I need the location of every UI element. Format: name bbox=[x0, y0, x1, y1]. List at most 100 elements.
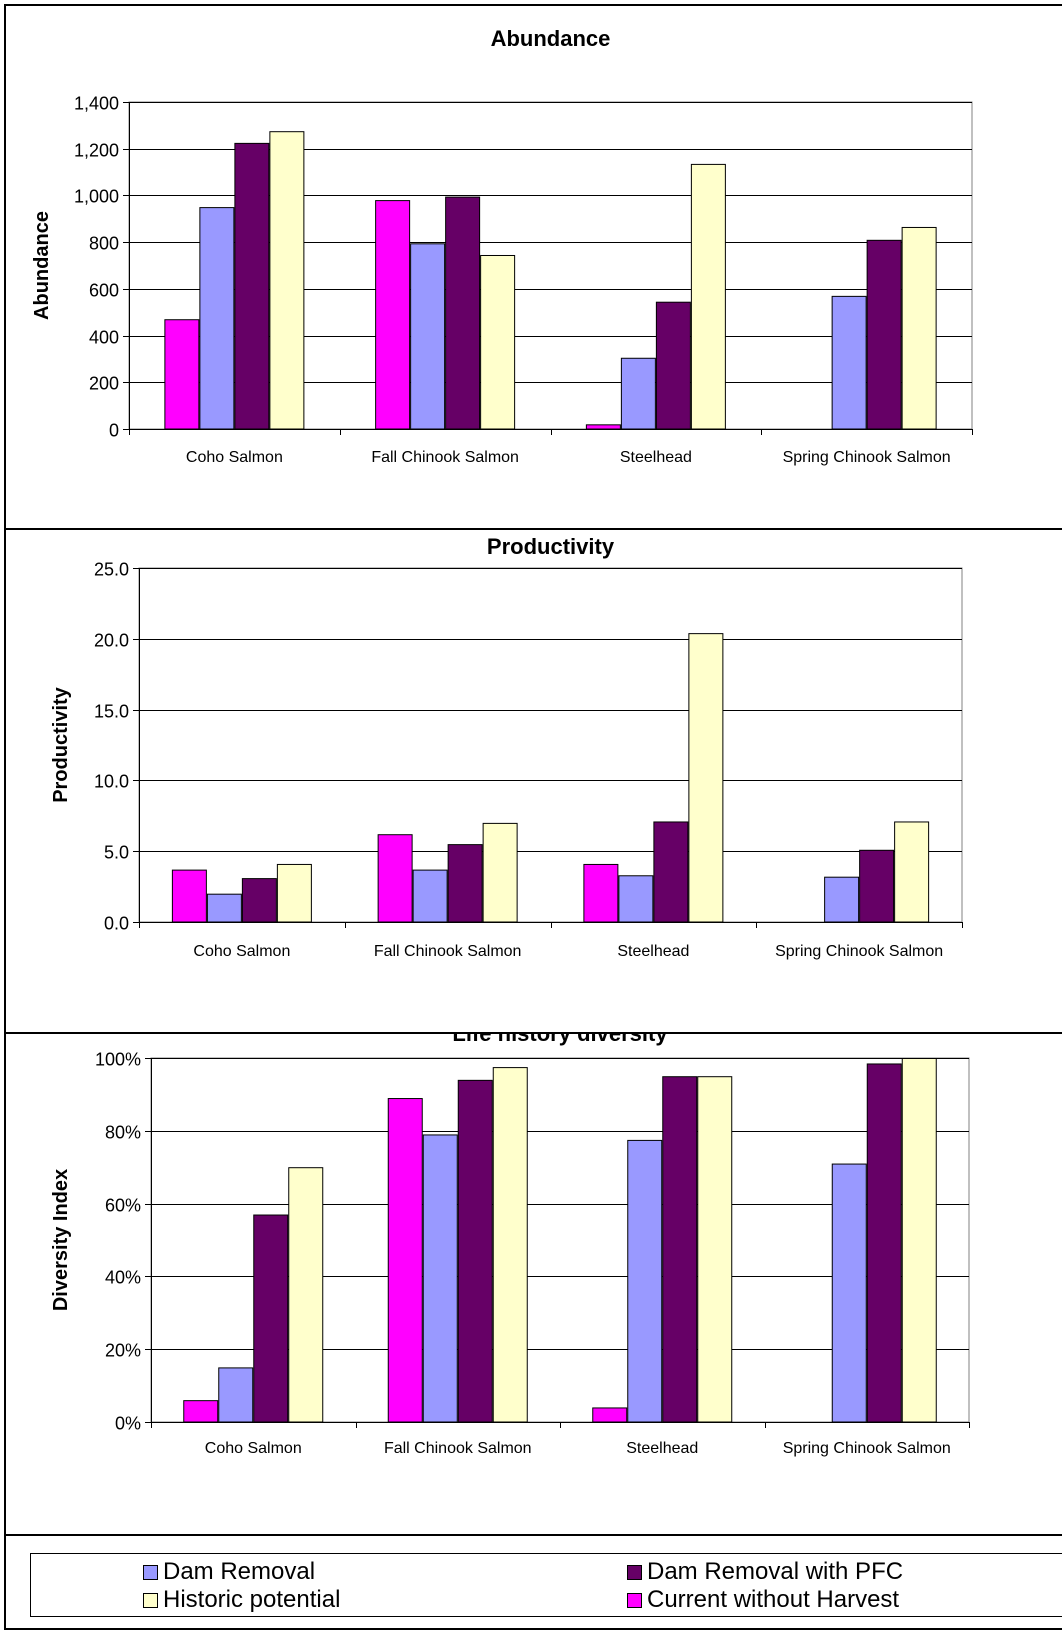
diversity-chart: 0% 20% 40% 60% 80% 100% Coho Salmon Fall Chinoo… bbox=[50, 1034, 970, 1457]
bar-current-without-harvest-steelhead bbox=[583, 863, 619, 923]
x-tick-label-steelhead: Steelhead bbox=[626, 1440, 698, 1457]
bar-dam-removal-steelhead bbox=[620, 357, 656, 430]
y-tick-label: 0% bbox=[115, 1414, 141, 1434]
legend-label-historic-potential: Historic potential bbox=[163, 1586, 341, 1613]
bar-current-without-harvest-fall-chinook-salmon bbox=[375, 200, 411, 430]
chart-title: Life history diversity bbox=[452, 1034, 668, 1046]
y-tick-label: 1,000 bbox=[74, 187, 119, 207]
legend-item-current-without-harvest: Current without Harvest bbox=[627, 1586, 899, 1614]
bar-dam-removal-coho-salmon bbox=[206, 893, 242, 923]
bar-historic-potential-spring-chinook-salmon bbox=[901, 226, 937, 430]
bar-dam-removal-steelhead bbox=[627, 1139, 663, 1423]
productivity-chart-panel: 0.0 5.0 10.0 15.0 20.0 25.0 Coho Salmon Fall Ch… bbox=[4, 528, 1062, 1034]
y-tick-label: 40% bbox=[105, 1268, 141, 1288]
bar-current-without-harvest-steelhead bbox=[592, 1407, 628, 1423]
abundance-chart: 0 200 400 600 800 1,000 1,200 1,400 Coho Salmon F… bbox=[31, 26, 973, 466]
bar-dam-removal-spring-chinook-salmon bbox=[831, 1163, 867, 1423]
bar-dam-removal-coho-salmon bbox=[199, 207, 235, 430]
y-tick-label: 600 bbox=[89, 281, 119, 301]
productivity-chart: 0.0 5.0 10.0 15.0 20.0 25.0 Coho Salmon Fall Ch… bbox=[50, 534, 963, 960]
bar-historic-potential-spring-chinook-salmon bbox=[894, 821, 930, 923]
bar-dam-removal-coho-salmon bbox=[218, 1367, 254, 1423]
chart-body: 0 200 400 600 800 1,000 1,200 1,400 Coho Salmon F… bbox=[31, 26, 973, 466]
chart-body: 0% 20% 40% 60% 80% 100% Coho Salmon Fall Chinoo… bbox=[50, 1034, 970, 1457]
x-tick-label-coho-salmon: Coho Salmon bbox=[205, 1440, 302, 1457]
bar-dam-removal-with-pfc-spring-chinook-salmon bbox=[866, 1063, 902, 1423]
bar-dam-removal-spring-chinook-salmon bbox=[824, 876, 860, 923]
bar-dam-removal-with-pfc-fall-chinook-salmon bbox=[445, 196, 481, 430]
bar-dam-removal-fall-chinook-salmon bbox=[410, 243, 446, 430]
y-tick-label: 800 bbox=[89, 234, 119, 254]
legend-swatch-dam-removal bbox=[143, 1564, 158, 1580]
bar-dam-removal-fall-chinook-salmon bbox=[412, 869, 448, 923]
legend-label-current-without-harvest: Current without Harvest bbox=[647, 1586, 900, 1613]
bar-dam-removal-fall-chinook-salmon bbox=[422, 1134, 458, 1423]
bar-dam-removal-steelhead bbox=[618, 875, 654, 923]
y-tick-label: 200 bbox=[89, 374, 119, 394]
bar-historic-potential-spring-chinook-salmon bbox=[901, 1058, 937, 1423]
y-tick-label: 0.0 bbox=[104, 914, 129, 934]
bar-current-without-harvest-steelhead bbox=[585, 424, 621, 430]
y-tick-label: 15.0 bbox=[94, 702, 129, 722]
chart-title: Productivity bbox=[487, 534, 615, 559]
x-tick-label-spring-chinook-salmon: Spring Chinook Salmon bbox=[783, 1440, 951, 1457]
chart-body: 0.0 5.0 10.0 15.0 20.0 25.0 Coho Salmon Fall Ch… bbox=[50, 534, 963, 960]
diversity-chart-panel: 0% 20% 40% 60% 80% 100% Coho Salmon Fall Chinoo… bbox=[4, 1032, 1062, 1536]
abundance-chart-panel: 0 200 400 600 800 1,000 1,200 1,400 Coho Salmon F… bbox=[4, 4, 1062, 530]
bar-dam-removal-spring-chinook-salmon bbox=[831, 295, 867, 430]
legend-label-dam-removal-pfc: Dam Removal with PFC bbox=[647, 1558, 904, 1585]
legend-swatch-historic-potential bbox=[143, 1592, 158, 1608]
bar-historic-potential-fall-chinook-salmon bbox=[480, 254, 516, 430]
legend-panel: Dam Removal Dam Removal with PFC Histori… bbox=[4, 1534, 1062, 1630]
y-tick-label: 10.0 bbox=[94, 772, 129, 792]
x-tick-label-fall-chinook-salmon: Fall Chinook Salmon bbox=[371, 449, 519, 466]
bar-historic-potential-steelhead bbox=[688, 633, 724, 923]
y-tick-label: 0 bbox=[109, 421, 119, 441]
legend-item-dam-removal: Dam Removal bbox=[143, 1558, 315, 1586]
y-axis-label: Diversity Index bbox=[50, 1169, 72, 1311]
legend-swatch-dam-removal-pfc bbox=[627, 1564, 642, 1580]
bar-historic-potential-steelhead bbox=[697, 1076, 733, 1423]
bar-dam-removal-with-pfc-steelhead bbox=[662, 1076, 698, 1423]
bar-current-without-harvest-coho-salmon bbox=[164, 319, 200, 430]
bar-dam-removal-with-pfc-fall-chinook-salmon bbox=[457, 1079, 493, 1423]
bar-historic-potential-fall-chinook-salmon bbox=[482, 822, 518, 923]
bar-dam-removal-with-pfc-spring-chinook-salmon bbox=[859, 849, 895, 923]
y-axis-label: Productivity bbox=[50, 686, 72, 802]
bar-dam-removal-with-pfc-spring-chinook-salmon bbox=[866, 239, 902, 430]
y-tick-label: 100% bbox=[95, 1050, 141, 1070]
bar-dam-removal-with-pfc-steelhead bbox=[655, 301, 691, 430]
y-tick-label: 20.0 bbox=[94, 631, 129, 651]
y-tick-label: 20% bbox=[105, 1341, 141, 1361]
bar-current-without-harvest-fall-chinook-salmon bbox=[377, 834, 413, 923]
bar-dam-removal-with-pfc-coho-salmon bbox=[253, 1214, 289, 1423]
y-tick-label: 1,400 bbox=[74, 94, 119, 114]
chart-title: Abundance bbox=[491, 26, 611, 51]
x-tick-label-spring-chinook-salmon: Spring Chinook Salmon bbox=[783, 449, 951, 466]
chart-legend: Dam Removal Dam Removal with PFC Histori… bbox=[30, 1553, 1062, 1617]
bar-historic-potential-coho-salmon bbox=[288, 1167, 324, 1423]
x-tick-label-spring-chinook-salmon: Spring Chinook Salmon bbox=[775, 943, 943, 960]
x-tick-label-coho-salmon: Coho Salmon bbox=[186, 449, 283, 466]
y-tick-label: 80% bbox=[105, 1123, 141, 1143]
bar-historic-potential-coho-salmon bbox=[269, 131, 305, 430]
legend-label-dam-removal: Dam Removal bbox=[163, 1558, 316, 1585]
bar-current-without-harvest-coho-salmon bbox=[183, 1400, 219, 1423]
bar-historic-potential-fall-chinook-salmon bbox=[492, 1067, 528, 1423]
y-tick-label: 60% bbox=[105, 1196, 141, 1216]
bar-dam-removal-with-pfc-coho-salmon bbox=[241, 878, 277, 923]
y-tick-label: 1,200 bbox=[74, 141, 119, 161]
bar-current-without-harvest-coho-salmon bbox=[171, 869, 207, 923]
bar-dam-removal-with-pfc-coho-salmon bbox=[234, 142, 270, 430]
legend-swatch-current-without-harvest bbox=[627, 1592, 642, 1608]
x-tick-label-coho-salmon: Coho Salmon bbox=[193, 943, 290, 960]
y-tick-label: 25.0 bbox=[94, 560, 129, 580]
legend-item-historic-potential: Historic potential bbox=[143, 1586, 340, 1614]
bar-historic-potential-steelhead bbox=[690, 163, 726, 430]
x-tick-label-fall-chinook-salmon: Fall Chinook Salmon bbox=[384, 1440, 532, 1457]
bar-current-without-harvest-fall-chinook-salmon bbox=[387, 1098, 423, 1423]
x-tick-label-fall-chinook-salmon: Fall Chinook Salmon bbox=[374, 943, 522, 960]
bar-dam-removal-with-pfc-fall-chinook-salmon bbox=[447, 844, 483, 923]
y-tick-label: 400 bbox=[89, 328, 119, 348]
y-tick-label: 5.0 bbox=[104, 843, 129, 863]
